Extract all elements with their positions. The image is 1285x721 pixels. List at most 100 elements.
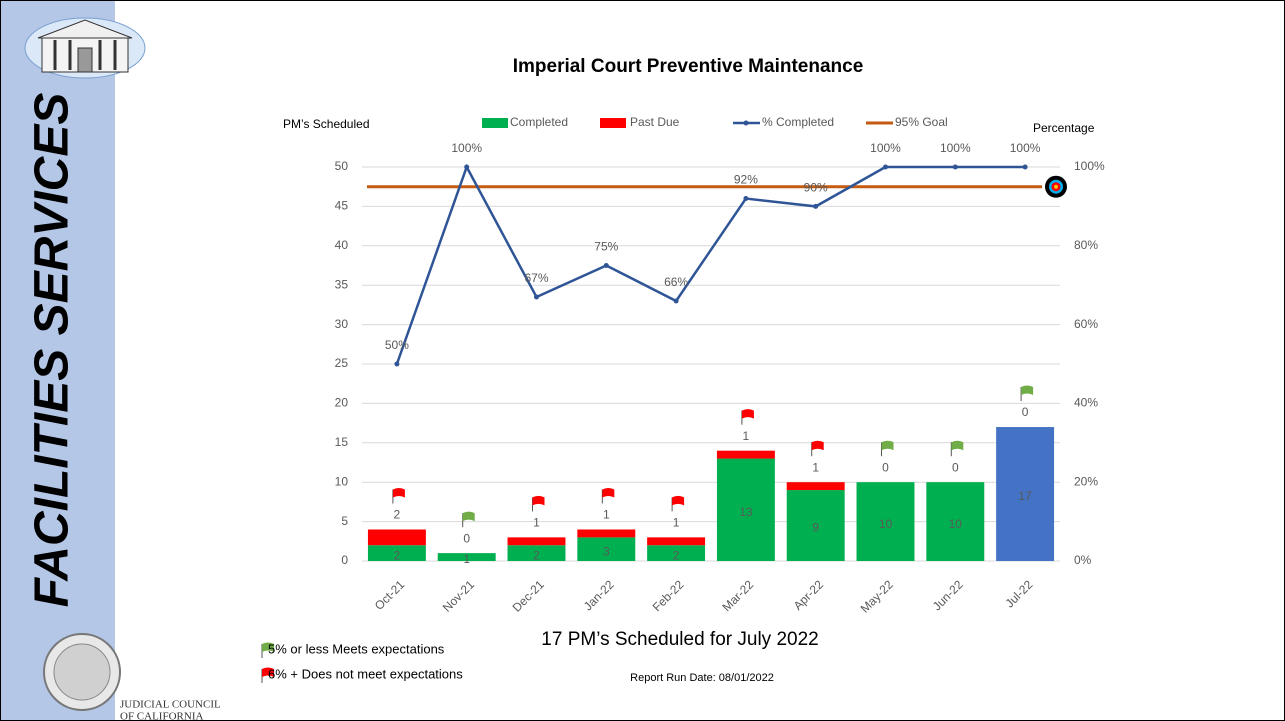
data-label: 0 — [882, 460, 889, 474]
flag-legend-label: 6% + Does not meet expectations — [268, 666, 463, 681]
flag-legend-label: 5% or less Meets expectations — [268, 641, 445, 656]
flag-icon — [950, 440, 964, 457]
y-tick-label: 25 — [335, 356, 349, 370]
y-tick-label: 15 — [335, 435, 349, 449]
org-name: OF CALIFORNIA — [120, 711, 203, 721]
flag — [392, 487, 405, 498]
bar — [507, 537, 566, 546]
bar — [577, 529, 636, 538]
legend-swatch — [600, 118, 626, 128]
flag — [1021, 385, 1034, 396]
subtitle: 17 PM’s Scheduled for July 2022 — [541, 629, 818, 650]
flag-icon — [671, 495, 685, 512]
data-label: 90% — [804, 181, 828, 195]
bar — [926, 482, 985, 561]
bar — [647, 537, 706, 546]
data-label: 66% — [664, 275, 688, 289]
flag — [532, 495, 545, 506]
y-tick-label: 10 — [335, 474, 349, 488]
data-label: 100% — [1010, 141, 1041, 155]
y-tick-label: 20 — [335, 396, 349, 410]
point — [743, 196, 749, 202]
point — [394, 361, 400, 367]
bar — [786, 490, 845, 561]
flag — [741, 409, 754, 419]
flag-icon — [462, 511, 475, 528]
flag — [672, 495, 685, 506]
point — [813, 203, 819, 209]
y-tick-label: 50 — [335, 159, 349, 173]
data-label: 1 — [463, 552, 470, 566]
building-icon — [24, 17, 146, 79]
data-label: 1 — [603, 508, 610, 522]
data-label: 100% — [940, 141, 971, 155]
bar — [647, 545, 706, 561]
chart-title: Imperial Court Preventive Maintenance — [513, 56, 864, 77]
legend-label: % Completed — [762, 115, 834, 129]
data-label: 100% — [870, 141, 901, 155]
data-label: 0 — [952, 460, 959, 474]
legend-swatch — [743, 120, 749, 126]
data-label: 2 — [394, 508, 401, 522]
bar — [716, 450, 775, 459]
point — [603, 263, 609, 268]
flag — [881, 440, 894, 451]
bar — [716, 458, 775, 561]
flag — [462, 511, 475, 522]
flag — [811, 440, 824, 451]
point — [1022, 164, 1028, 170]
data-label: 75% — [594, 240, 618, 254]
y-tick-label: 45 — [335, 199, 349, 213]
legend-label: Past Due — [630, 115, 680, 129]
data-label: 100% — [451, 141, 482, 155]
data-label: 10 — [949, 517, 963, 531]
flag-icon — [532, 495, 545, 512]
data-label: 0 — [463, 531, 470, 545]
seal — [43, 633, 121, 711]
flag-icon — [392, 487, 405, 504]
data-label: 50% — [385, 338, 409, 352]
data-label: 1 — [673, 516, 680, 530]
data-label: 17 — [1018, 489, 1032, 503]
y-tick-label: 5 — [341, 514, 348, 528]
point — [464, 164, 470, 170]
data-label: 9 — [812, 521, 819, 535]
org-name: JUDICIAL COUNCIL — [120, 699, 221, 711]
flag-icon — [811, 440, 824, 457]
bar — [786, 482, 845, 491]
data-label: 92% — [734, 173, 758, 187]
point — [952, 164, 958, 170]
y-tick-label: 30 — [335, 317, 349, 331]
y-axis-title: PM’s Scheduled — [283, 117, 370, 131]
bar — [996, 427, 1055, 561]
flag — [262, 642, 274, 652]
bar — [507, 545, 566, 561]
y2-tick-label: 40% — [1074, 396, 1098, 410]
flag-icon — [881, 440, 894, 457]
bar — [367, 545, 426, 561]
bar — [367, 529, 426, 546]
bar — [856, 482, 915, 561]
data-label: 10 — [879, 517, 893, 531]
legend-swatch — [482, 118, 508, 128]
bar — [577, 537, 636, 561]
y2-tick-label: 100% — [1074, 159, 1105, 173]
flag — [262, 667, 274, 677]
data-label: 1 — [743, 429, 750, 443]
data-label: 1 — [533, 516, 540, 530]
data-label: 2 — [394, 548, 401, 562]
legend-label: 95% Goal — [895, 115, 948, 129]
y-tick-label: 35 — [335, 277, 349, 291]
y2-tick-label: 20% — [1074, 474, 1098, 488]
y2-axis-title: Percentage — [1033, 121, 1095, 135]
data-label: 1 — [812, 460, 819, 474]
target — [1054, 184, 1058, 189]
data-label: 67% — [524, 271, 548, 285]
bar — [437, 553, 496, 561]
flag — [602, 487, 615, 498]
point — [673, 298, 679, 304]
y2-tick-label: 0% — [1074, 553, 1092, 567]
flag-icon — [601, 487, 615, 504]
